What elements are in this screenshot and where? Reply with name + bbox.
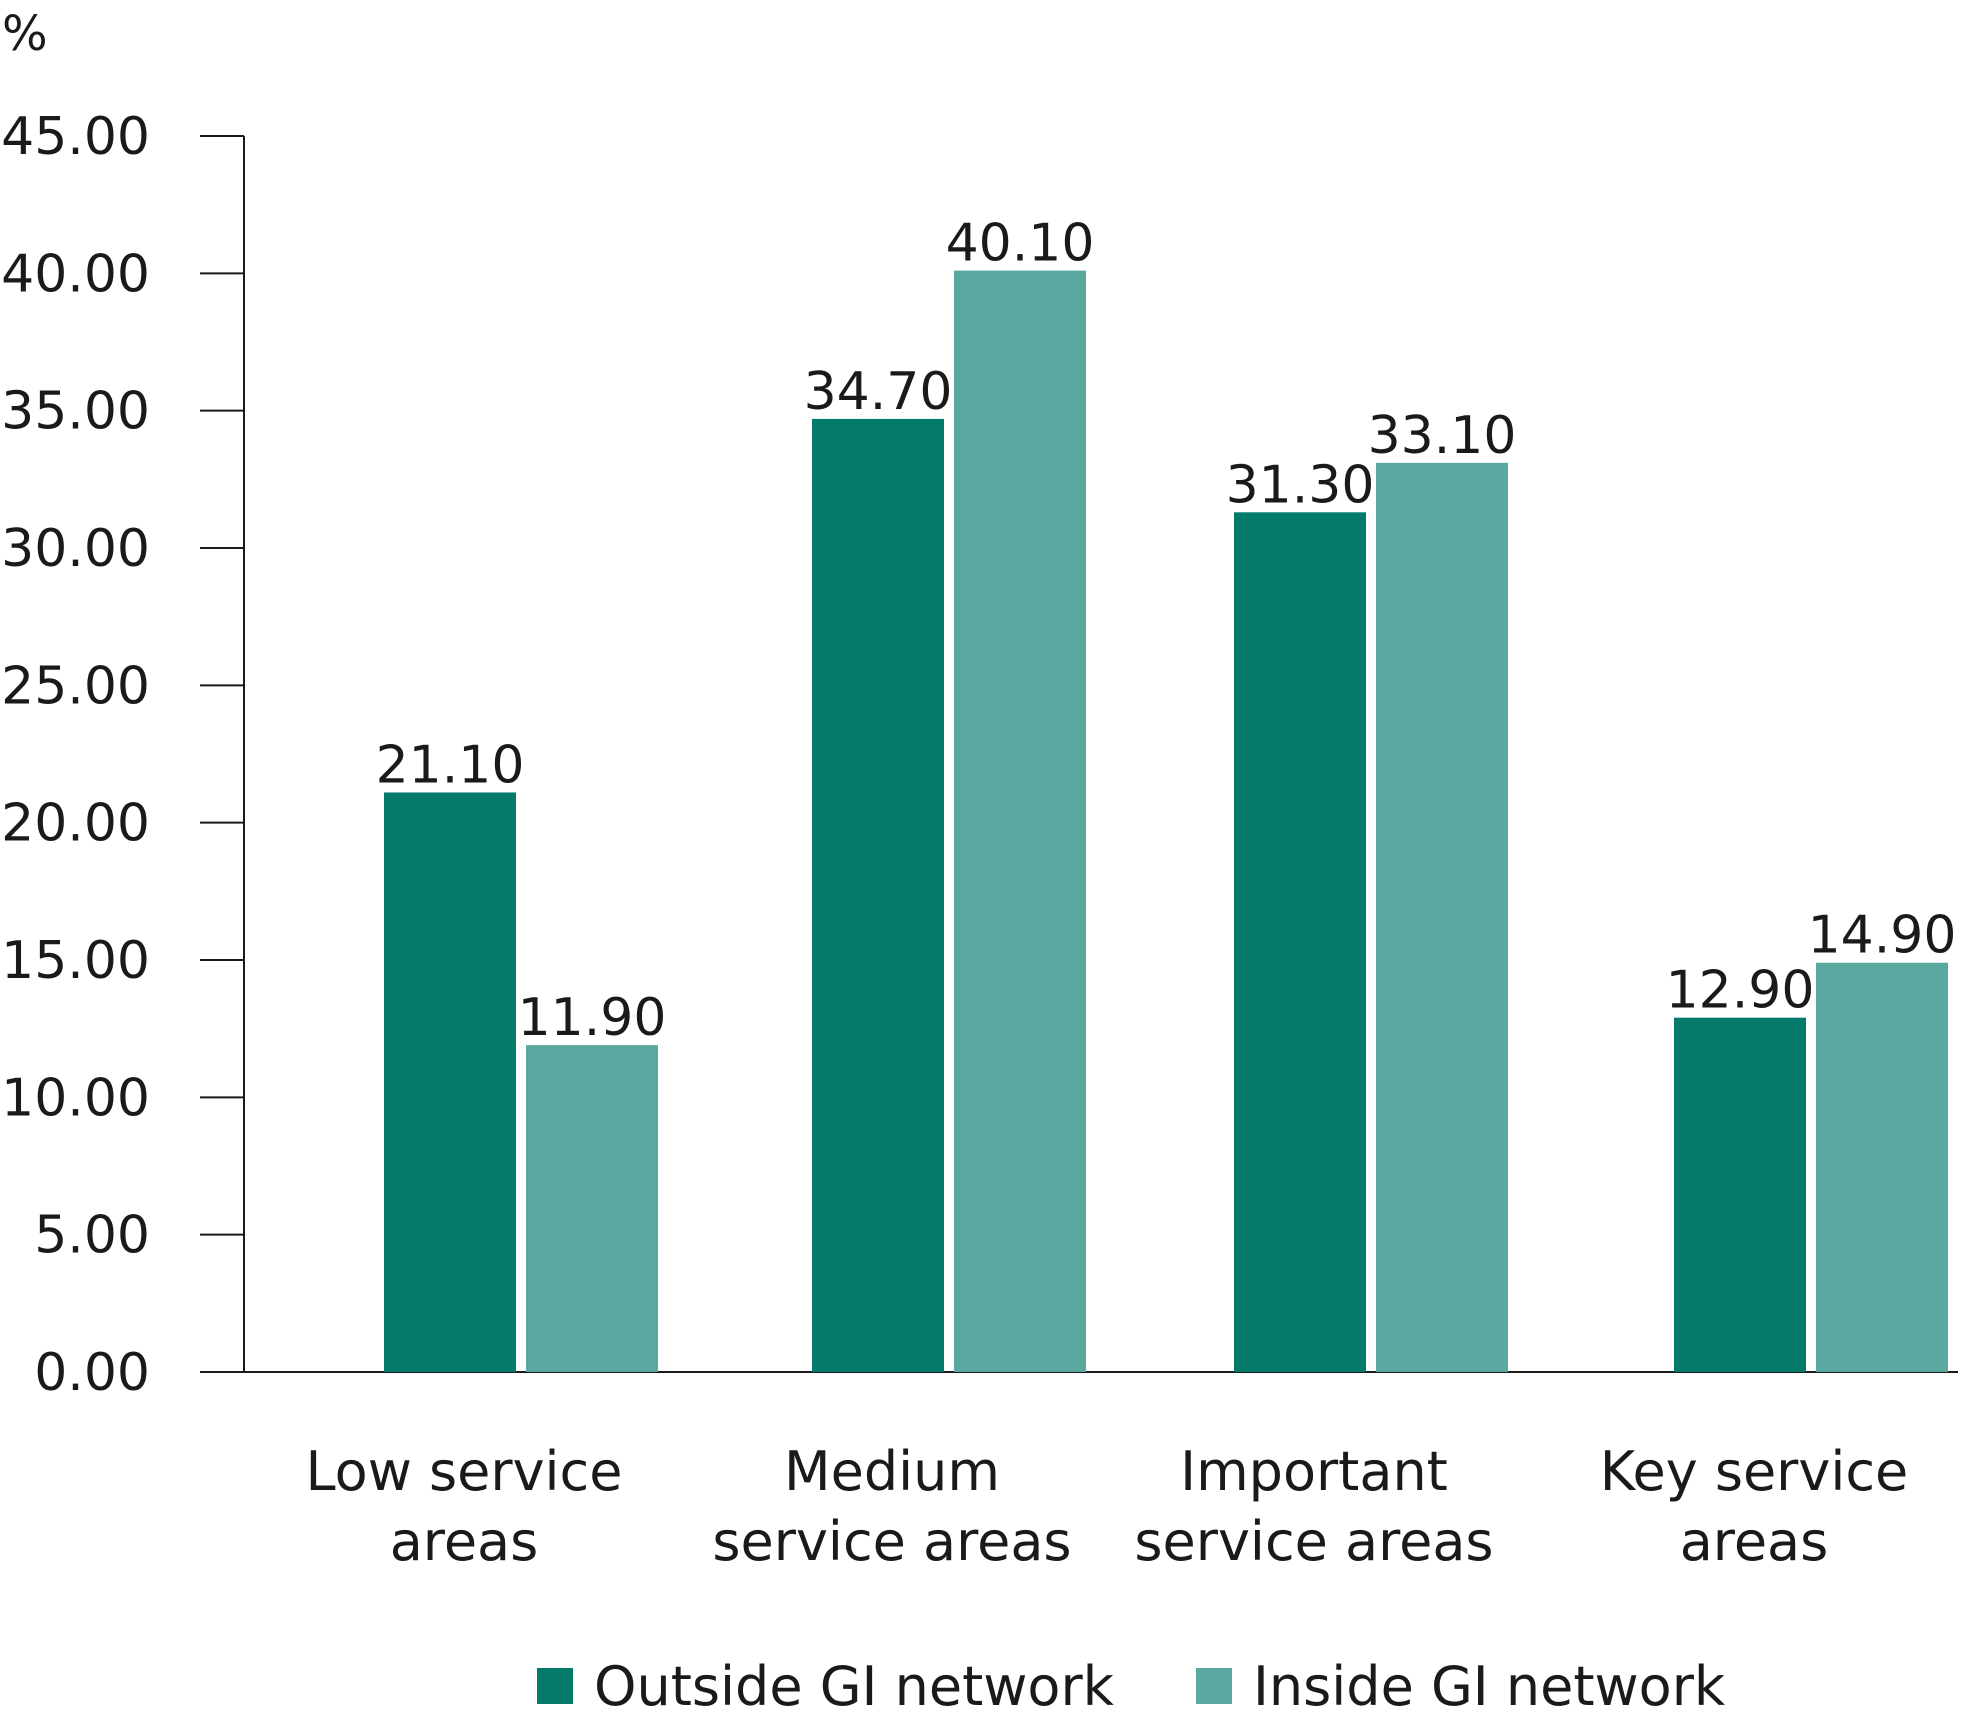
category-label: service areas [1134, 1510, 1493, 1573]
bar-inside [1376, 462, 1508, 1372]
bar-value-label: 14.90 [1808, 906, 1957, 966]
bar-value-label: 12.90 [1666, 961, 1815, 1021]
category-labels: Low service areas Medium service areas Impor… [306, 1440, 1909, 1573]
legend-swatch [1196, 1668, 1232, 1704]
y-tick-label: 30.00 [1, 519, 150, 579]
bar-outside [812, 418, 944, 1372]
bar-value-label: 21.10 [376, 735, 525, 795]
y-tick-label: 20.00 [1, 794, 150, 854]
bar-value-label: 31.30 [1226, 455, 1375, 515]
bar-value-label: 11.90 [518, 988, 667, 1048]
y-tick-label: 40.00 [1, 244, 150, 304]
category-label: Key service [1600, 1440, 1909, 1503]
legend: Outside GI network Inside GI network [537, 1655, 1726, 1718]
bar-value-label: 34.70 [804, 362, 953, 422]
category-label: areas [390, 1510, 539, 1573]
category-label: Important [1180, 1440, 1448, 1503]
bar-inside [1816, 962, 1948, 1372]
y-tick-label: 10.00 [1, 1068, 150, 1128]
y-axis: 0.00 5.00 10.00 15.00 20.00 25.00 30.00 35.00 40… [1, 107, 1958, 1403]
category-label: service areas [712, 1510, 1071, 1573]
category-label: Medium [784, 1440, 1000, 1503]
category-label: Low service [306, 1440, 623, 1503]
bar-value-label: 33.10 [1368, 406, 1517, 466]
y-tick-label: 45.00 [1, 107, 150, 167]
category-label: areas [1680, 1510, 1829, 1573]
bar-outside [1674, 1017, 1806, 1372]
bar-value-label: 40.10 [946, 214, 1095, 274]
bar-inside [526, 1045, 658, 1372]
y-unit-label: % [2, 6, 48, 62]
bar-outside [1234, 512, 1366, 1372]
bars [384, 270, 1948, 1372]
legend-label: Inside GI network [1253, 1655, 1726, 1718]
legend-label: Outside GI network [594, 1655, 1115, 1718]
y-tick-label: 5.00 [34, 1206, 150, 1266]
y-tick-label: 35.00 [1, 382, 150, 442]
y-tick-label: 0.00 [34, 1343, 150, 1403]
legend-swatch [537, 1668, 573, 1704]
y-tick-label: 15.00 [1, 931, 150, 991]
value-labels: 21.10 34.70 31.30 12.90 11.90 40.10 33.10 14.90 [376, 214, 1957, 1049]
bar-outside [384, 792, 516, 1372]
bar-inside [954, 270, 1086, 1372]
y-tick-label: 25.00 [1, 656, 150, 716]
